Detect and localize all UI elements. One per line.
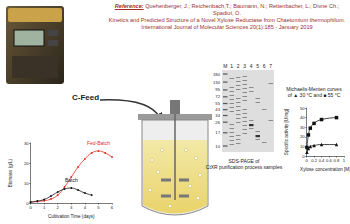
svg-text:6: 6 — [263, 63, 266, 69]
html-text:of ▲ 30 °C and ■ 55 °C: of ▲ 30 °C and ■ 55 °C — [287, 92, 341, 98]
svg-text:Fed-Batch: Fed-Batch — [87, 140, 110, 146]
svg-text:55: 55 — [215, 101, 220, 106]
svg-text:0: 0 — [29, 205, 32, 210]
html-text:International Journal of Molec: International Journal of Molecular Scien… — [141, 24, 313, 30]
html-text:SDS-PAGE of: SDS-PAGE of — [228, 158, 260, 164]
svg-text:0: 0 — [302, 153, 305, 159]
html-text:Reference: Quehenberger, J.; R: Reference: Quehenberger, J.; Reichenbach… — [114, 3, 340, 16]
svg-text:Cultivation Time (days): Cultivation Time (days) — [48, 214, 95, 219]
svg-text:10: 10 — [24, 181, 29, 186]
svg-text:1: 1 — [43, 205, 46, 210]
svg-text:20: 20 — [300, 134, 305, 139]
svg-text:0: 0 — [26, 200, 29, 206]
svg-text:17: 17 — [215, 130, 220, 135]
svg-text:0.2: 0.2 — [311, 158, 317, 163]
svg-text:1: 1 — [343, 158, 346, 163]
svg-text:3: 3 — [70, 205, 73, 210]
html-text:C-Feed: C-Feed — [72, 93, 100, 102]
html-text:Michaelis-Menten curves: Michaelis-Menten curves — [286, 86, 342, 92]
svg-text:30: 30 — [300, 125, 305, 130]
svg-text:Batch: Batch — [65, 177, 78, 183]
svg-text:0: 0 — [305, 158, 308, 163]
svg-text:10: 10 — [300, 144, 305, 149]
svg-text:5: 5 — [256, 63, 259, 69]
svg-text:34: 34 — [215, 113, 220, 118]
svg-text:1: 1 — [230, 63, 233, 69]
svg-text:26: 26 — [215, 120, 220, 125]
svg-text:Specific activity [U/mg]: Specific activity [U/mg] — [284, 109, 289, 155]
html-text:CtXR purification process samp: CtXR purification process samples — [205, 164, 283, 170]
svg-text:72: 72 — [215, 94, 220, 99]
svg-text:20: 20 — [24, 161, 29, 166]
svg-text:43: 43 — [215, 107, 220, 112]
svg-text:10: 10 — [215, 144, 220, 149]
svg-text:0.4: 0.4 — [319, 158, 325, 163]
svg-text:95: 95 — [215, 87, 220, 92]
svg-text:180: 180 — [213, 72, 221, 77]
svg-text:6: 6 — [111, 205, 114, 210]
svg-text:7: 7 — [269, 63, 272, 69]
svg-text:3: 3 — [243, 63, 246, 69]
svg-text:2: 2 — [237, 63, 240, 69]
svg-text:40: 40 — [300, 115, 305, 120]
svg-text:M: M — [223, 63, 227, 69]
svg-text:30: 30 — [24, 141, 29, 146]
svg-text:0.8: 0.8 — [334, 158, 340, 163]
svg-text:4: 4 — [84, 205, 87, 210]
svg-text:Biomass (g/L): Biomass (g/L) — [8, 158, 13, 187]
svg-text:130: 130 — [213, 80, 221, 85]
svg-text:2: 2 — [57, 205, 60, 210]
svg-text:Xylose concentration [M]: Xylose concentration [M] — [300, 167, 350, 172]
svg-text:5: 5 — [97, 205, 100, 210]
svg-text:50: 50 — [300, 106, 305, 111]
html-text:Kinetics and Predicted Structu: Kinetics and Predicted Structure of a No… — [108, 17, 346, 23]
svg-text:0.6: 0.6 — [326, 158, 332, 163]
svg-text:4: 4 — [250, 63, 253, 69]
